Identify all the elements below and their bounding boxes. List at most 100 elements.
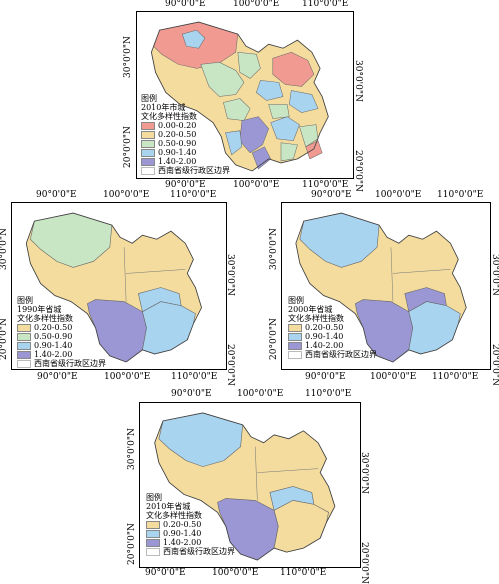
legend-class-label: 1.40-2.00 <box>34 350 73 359</box>
lon-tick-110-bottom: 110°0'0"E <box>171 372 218 382</box>
legend-class-label: 0.00-0.20 <box>158 121 197 130</box>
legend-swatch <box>146 529 160 538</box>
legend-title-line2: 文化多样性指数 <box>17 314 73 323</box>
legend-swatch <box>146 520 160 529</box>
legend-class-label: 0.20-0.50 <box>158 130 197 139</box>
legend-class-row: 1.40-2.00 <box>146 538 235 547</box>
lon-tick-110-top: 110°0'0"E <box>170 190 217 200</box>
legend-swatch <box>17 341 31 350</box>
lon-tick-110-bottom: 110°0'0"E <box>432 372 479 382</box>
legend-class-row: 0.20-0.50 <box>141 130 230 139</box>
lon-tick-90-bottom: 90°0'0"E <box>37 372 78 382</box>
legend-swatch <box>141 121 155 130</box>
region-map-2010-province <box>154 412 336 561</box>
lon-tick-110-top: 110°0'0"E <box>305 389 352 399</box>
region-map-2010-city <box>150 21 329 172</box>
legend-class-row: 1.40-2.00 <box>288 341 377 350</box>
legend-boundary-row: 西南省级行政区边界 <box>17 359 106 368</box>
map-frame-2000-province <box>281 202 491 370</box>
legend-title-line1: 1990年省城 <box>17 305 62 314</box>
legend-boundary-swatch <box>17 359 31 368</box>
legend-class-row: 0.50-0.90 <box>141 139 230 148</box>
lon-tick-110-bottom: 110°0'0"E <box>280 568 327 578</box>
legend-class-label: 1.40-2.00 <box>305 341 344 350</box>
legend-class-label: 0.20-0.50 <box>305 323 344 332</box>
legend-boundary-swatch <box>146 547 160 556</box>
legend-boundary-label: 西南省级行政区边界 <box>34 359 106 368</box>
legend-swatch <box>17 332 31 341</box>
legend-class-label: 0.90-1.40 <box>305 332 344 341</box>
legend-class-label: 0.90-1.40 <box>158 148 197 157</box>
legend-boundary-row: 西南省级行政区边界 <box>146 547 235 556</box>
legend-class-label: 0.50-0.90 <box>34 332 73 341</box>
legend-swatch <box>141 139 155 148</box>
legend-class-label: 0.90-1.40 <box>34 341 73 350</box>
legend-1990-province: 图例 1990年省城 文化多样性指数 0.20-0.50 0.50-0.90 0… <box>17 296 106 368</box>
lat-tick-30-left: 30°0'0"N <box>269 228 279 270</box>
lat-tick-30-right: 30°0'0"N <box>490 254 499 296</box>
lat-tick-20-left: 20°0'0"N <box>0 318 9 360</box>
lat-tick-20-right: 20°0'0"N <box>353 150 363 192</box>
legend-class-row: 0.90-1.40 <box>141 148 230 157</box>
lon-tick-90-top: 90°0'0"E <box>36 190 77 200</box>
lon-tick-110-bottom: 110°0'0"E <box>302 180 349 190</box>
legend-swatch <box>17 323 31 332</box>
legend-title-line1: 2000年省城 <box>288 305 333 314</box>
lat-tick-30-left: 30°0'0"N <box>123 36 133 78</box>
legend-title-line2: 文化多样性指数 <box>146 511 202 520</box>
lon-tick-100-top: 100°0'0"E <box>233 0 280 9</box>
legend-class-row: 1.40-2.00 <box>141 157 230 166</box>
legend-class-row: 0.00-0.20 <box>141 121 230 130</box>
legend-class-row: 0.20-0.50 <box>288 323 377 332</box>
legend-swatch <box>141 148 155 157</box>
lon-tick-100-top: 100°0'0"E <box>237 389 284 399</box>
lon-tick-100-top: 100°0'0"E <box>375 190 422 200</box>
legend-swatch <box>141 130 155 139</box>
legend-class-label: 0.50-0.90 <box>158 139 197 148</box>
legend-boundary-row: 西南省级行政区边界 <box>288 350 377 359</box>
lon-tick-90-top: 90°0'0"E <box>165 0 206 9</box>
legend-heading: 图例 <box>141 94 157 103</box>
legend-swatch <box>17 350 31 359</box>
lon-tick-110-top: 110°0'0"E <box>302 0 349 9</box>
legend-2000-province: 图例 2000年省城 文化多样性指数 0.20-0.50 0.90-1.40 1… <box>288 296 377 359</box>
legend-class-row: 0.90-1.40 <box>288 332 377 341</box>
legend-class-row: 0.90-1.40 <box>146 529 235 538</box>
legend-class-row: 0.90-1.40 <box>17 341 106 350</box>
lon-tick-100-bottom: 100°0'0"E <box>104 372 151 382</box>
lat-tick-30-right: 30°0'0"N <box>353 60 363 102</box>
lon-tick-100-bottom: 100°0'0"E <box>233 180 280 190</box>
legend-heading: 图例 <box>288 296 304 305</box>
legend-2010-city: 图例 2010年市城 文化多样性指数 0.00-0.20 0.20-0.50 0… <box>141 94 230 175</box>
legend-swatch <box>288 341 302 350</box>
legend-heading: 图例 <box>17 296 33 305</box>
lon-tick-90-top: 90°0'0"E <box>171 389 212 399</box>
legend-boundary-swatch <box>141 166 155 175</box>
legend-class-label: 0.20-0.50 <box>163 520 202 529</box>
legend-heading: 图例 <box>146 493 162 502</box>
map-frame-2010-province <box>139 402 361 568</box>
legend-title-line1: 2010年市城 <box>141 103 186 112</box>
lon-tick-90-bottom: 90°0'0"E <box>165 180 206 190</box>
legend-boundary-label: 西南省级行政区边界 <box>163 547 235 556</box>
map-frame-1990-province <box>11 202 227 370</box>
legend-class-label: 0.20-0.50 <box>34 323 73 332</box>
legend-boundary-swatch <box>288 350 302 359</box>
lat-tick-20-left: 20°0'0"N <box>269 318 279 360</box>
lon-tick-90-bottom: 90°0'0"E <box>305 372 346 382</box>
legend-boundary-label: 西南省级行政区边界 <box>158 166 230 175</box>
map-frame-2010-city <box>136 11 354 179</box>
lat-tick-20-right: 20°0'0"N <box>490 344 499 386</box>
lon-tick-90-bottom: 90°0'0"E <box>145 568 186 578</box>
lat-tick-30-left: 30°0'0"N <box>127 428 137 470</box>
region-map-2000-province <box>295 212 467 363</box>
legend-title-line2: 文化多样性指数 <box>288 314 344 323</box>
lon-tick-100-bottom: 100°0'0"E <box>212 568 259 578</box>
lat-tick-30-left: 30°0'0"N <box>0 228 9 270</box>
legend-class-row: 0.20-0.50 <box>17 323 106 332</box>
legend-class-label: 0.90-1.40 <box>163 529 202 538</box>
legend-title-line2: 文化多样性指数 <box>141 112 197 121</box>
legend-class-row: 0.20-0.50 <box>146 520 235 529</box>
legend-swatch <box>288 323 302 332</box>
legend-title-line1: 2010年省城 <box>146 502 191 511</box>
